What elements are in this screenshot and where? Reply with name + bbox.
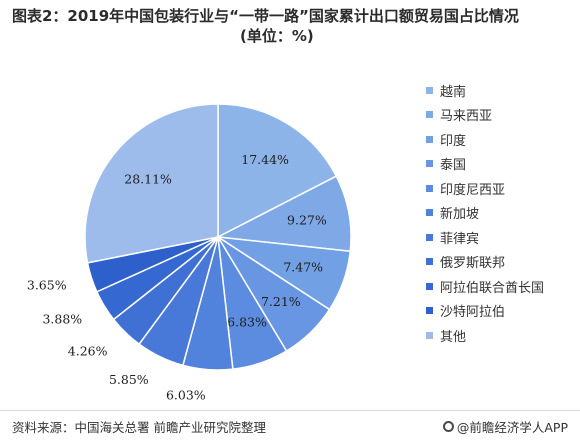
legend-item-1: 越南	[426, 78, 544, 103]
legend-item-4: 泰国	[426, 152, 544, 177]
legend-item-7: 菲律宾	[426, 225, 544, 250]
source-note: 资料来源：中国海关总署 前瞻产业研究院整理	[12, 420, 266, 435]
legend-item-10: 沙特阿拉伯	[426, 299, 544, 324]
slice-label-11: 28.11%	[124, 172, 172, 187]
legend-swatch-5	[426, 184, 433, 192]
legend-swatch-3	[426, 135, 433, 143]
legend-label-6: 新加坡	[440, 207, 480, 223]
slice-label-2: 9.27%	[287, 213, 327, 228]
legend-label-11: 其他	[440, 329, 467, 345]
legend-item-9: 阿拉伯联合酋长国	[426, 274, 544, 299]
slice-label-8: 4.26%	[68, 343, 108, 358]
legend-item-11: 其他	[426, 323, 544, 348]
legend-swatch-1	[426, 86, 433, 94]
legend-label-10: 沙特阿拉伯	[440, 305, 506, 321]
brand-logo-icon	[442, 421, 454, 432]
legend-item-2: 马来西亚	[426, 103, 544, 128]
pie-slice-11	[84, 103, 219, 264]
legend-label-3: 印度	[440, 133, 467, 149]
legend-label-7: 菲律宾	[440, 231, 480, 247]
brand-mark: @前瞻经济学人APP	[442, 417, 568, 436]
slice-label-1: 17.44%	[241, 152, 289, 167]
legend-swatch-9	[426, 282, 433, 290]
pie-slice-2	[215, 175, 352, 253]
legend-item-8: 俄罗斯联邦	[426, 250, 544, 275]
legend-label-2: 马来西亚	[440, 109, 493, 125]
slice-label-9: 3.88%	[42, 312, 82, 327]
legend-label-9: 阿拉伯联合酋长国	[440, 280, 545, 296]
pie-slice-1	[217, 103, 338, 239]
legend-swatch-8	[426, 258, 433, 266]
brand-label: @前瞻经济学人APP	[456, 420, 568, 435]
legend-swatch-6	[426, 209, 433, 217]
legend-label-1: 越南	[440, 84, 467, 100]
legend-swatch-4	[426, 160, 433, 168]
legend-item-5: 印度尼西亚	[426, 176, 544, 201]
legend-swatch-2	[426, 111, 433, 119]
legend-label-4: 泰国	[440, 158, 467, 174]
slice-label-6: 6.03%	[166, 388, 206, 403]
footer: 资料来源：中国海关总署 前瞻产业研究院整理 @前瞻经济学人APP	[0, 410, 580, 442]
slice-label-4: 7.21%	[261, 294, 301, 309]
legend-item-3: 印度	[426, 127, 544, 152]
legend-label-8: 俄罗斯联邦	[440, 256, 506, 272]
legend-swatch-10	[426, 307, 433, 315]
chart-legend: 越南马来西亚印度泰国印度尼西亚新加坡菲律宾俄罗斯联邦阿拉伯联合酋长国 沙特阿拉伯其…	[426, 78, 544, 348]
legend-item-6: 新加坡	[426, 201, 544, 226]
legend-label-5: 印度尼西亚	[440, 182, 506, 198]
chart-title: 图表2：2019年中国包装行业与“一带一路”国家累计出口额贸易国占比情况 (单位…	[12, 6, 568, 46]
legend-swatch-7	[426, 233, 433, 241]
slice-label-7: 5.85%	[109, 372, 149, 387]
slice-label-5: 6.83%	[227, 315, 267, 330]
slice-label-3: 7.47%	[283, 259, 323, 274]
chart-title-main: 图表2：2019年中国包装行业与“一带一路”国家累计出口额贸易国占比情况	[12, 7, 519, 25]
legend-swatch-11	[426, 331, 433, 339]
slice-label-10: 3.65%	[27, 278, 67, 293]
chart-title-unit: (单位：%)	[240, 27, 314, 45]
